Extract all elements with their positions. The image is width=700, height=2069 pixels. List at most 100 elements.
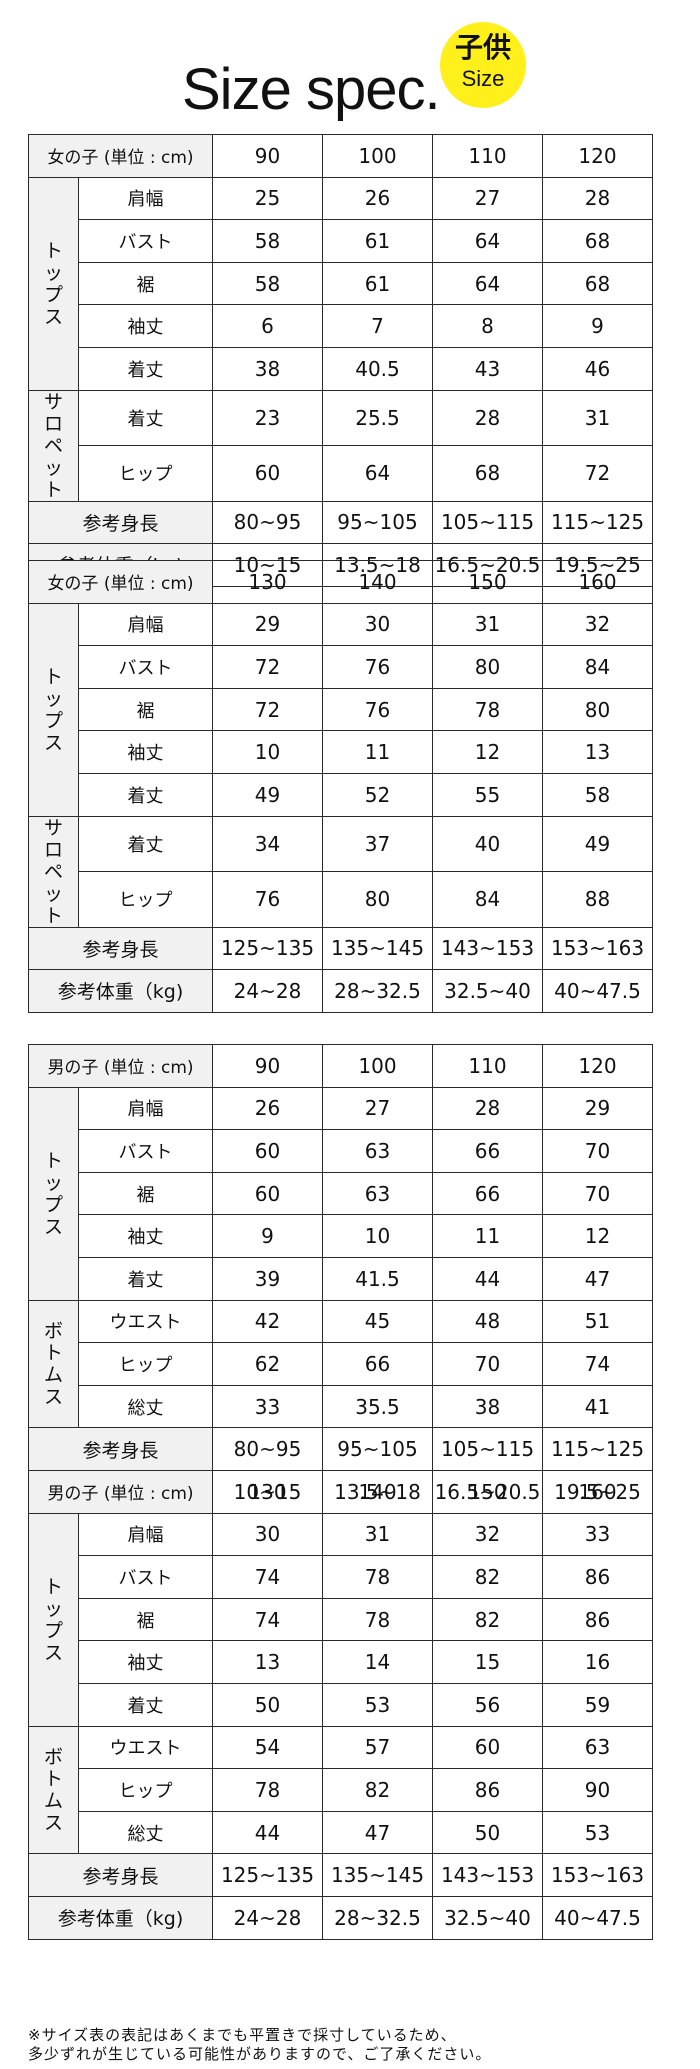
measure-value: 47 xyxy=(542,1256,653,1301)
measure-value: 30 xyxy=(322,602,433,647)
footnote: ※サイズ表の表記はあくまでも平置きで採寸しているため、 多少ずれが生じている可能… xyxy=(28,2026,678,2064)
measure-value: 28 xyxy=(432,1086,543,1131)
ref-height-label: 参考身長 xyxy=(28,1853,213,1897)
size-column-header: 160 xyxy=(542,1470,653,1514)
measure-value: 31 xyxy=(542,389,653,447)
measure-label: 裾 xyxy=(78,687,213,732)
measure-value: 76 xyxy=(322,645,433,689)
measure-value: 58 xyxy=(542,772,653,817)
measure-value: 41.5 xyxy=(322,1256,433,1301)
table-row: バスト 74 78 82 86 xyxy=(29,1555,653,1599)
measure-value: 26 xyxy=(212,1086,323,1131)
measure-value: 72 xyxy=(212,687,323,732)
measure-value: 14 xyxy=(322,1640,433,1684)
measure-value: 15 xyxy=(432,1640,543,1684)
measure-value: 31 xyxy=(432,602,543,647)
ref-weight-label: 参考体重（kg) xyxy=(28,969,213,1013)
measure-value: 76 xyxy=(212,871,323,928)
group-label-text: サロペット xyxy=(43,390,63,501)
ref-height-value: 143~153 xyxy=(432,926,543,971)
measure-value: 84 xyxy=(542,645,653,689)
measure-label: ウエスト xyxy=(78,1725,213,1770)
measure-label: 裾 xyxy=(78,1171,213,1216)
ref-height-value: 80~95 xyxy=(212,1427,323,1471)
measure-value: 7 xyxy=(322,304,433,348)
size-column-header: 140 xyxy=(322,560,433,604)
table-row: トップス 肩幅 25 26 27 28 xyxy=(28,176,653,391)
table-row: 総丈 33 35.5 38 41 xyxy=(29,1384,653,1429)
measure-value: 70 xyxy=(542,1171,653,1216)
measure-value: 29 xyxy=(212,602,323,647)
measure-value: 60 xyxy=(432,1725,543,1770)
measure-value: 6 xyxy=(212,304,323,348)
size-table-2: 女の子 (単位 : cm) 130 140 150 160 トップス 肩幅 29 30 31 32 バ… xyxy=(28,560,653,1013)
measure-value: 78 xyxy=(322,1555,433,1599)
measure-value: 37 xyxy=(322,815,433,873)
table-row: 裾 58 61 64 68 xyxy=(29,261,653,306)
measure-value: 10 xyxy=(212,730,323,774)
measure-value: 47 xyxy=(322,1810,433,1855)
ref-height-value: 125~135 xyxy=(212,926,323,971)
group-label-text: トップス xyxy=(43,665,63,754)
measure-value: 68 xyxy=(432,445,543,502)
measure-value: 35.5 xyxy=(322,1384,433,1429)
measure-value: 54 xyxy=(212,1725,323,1770)
measure-value: 49 xyxy=(542,815,653,873)
measure-value: 88 xyxy=(542,871,653,928)
measure-value: 61 xyxy=(322,219,433,263)
ref-height-row: 参考身長 80~95 95~105 105~115 115~125 xyxy=(28,500,653,545)
measure-value: 80 xyxy=(432,645,543,689)
table-row: 袖丈 10 11 12 13 xyxy=(29,730,653,774)
group-label-text: ボトムス xyxy=(43,1745,63,1834)
measure-label: 袖丈 xyxy=(78,1214,213,1258)
size-column-header: 150 xyxy=(432,1470,543,1514)
measure-label: ヒップ xyxy=(78,1342,213,1386)
group-label-bottoms: ボトムス xyxy=(28,1299,79,1429)
measure-value: 32 xyxy=(432,1512,543,1557)
measure-label: バスト xyxy=(78,1129,213,1173)
measure-value: 9 xyxy=(212,1214,323,1258)
measure-value: 42 xyxy=(212,1299,323,1344)
ref-height-label: 参考身長 xyxy=(28,500,213,545)
measure-label: 着丈 xyxy=(78,1682,213,1727)
ref-weight-value: 24~28 xyxy=(212,1895,323,1940)
measure-value: 78 xyxy=(432,687,543,732)
measure-label: 着丈 xyxy=(78,1256,213,1301)
measure-label: ウエスト xyxy=(78,1299,213,1344)
measure-value: 49 xyxy=(212,772,323,817)
size-column-header: 100 xyxy=(322,134,433,178)
group-label-tops: トップス xyxy=(28,1086,79,1301)
measure-value: 40.5 xyxy=(322,346,433,391)
measure-value: 51 xyxy=(542,1299,653,1344)
ref-weight-row: 参考体重（kg) 24~28 28~32.5 32.5~40 40~47.5 xyxy=(28,1895,653,1940)
table-row: サロペット 着丈 34 37 40 49 xyxy=(28,815,653,928)
ref-height-value: 95~105 xyxy=(322,1427,433,1471)
measure-value: 38 xyxy=(432,1384,543,1429)
table-row: 裾 74 78 82 86 xyxy=(29,1597,653,1642)
measure-value: 58 xyxy=(212,261,323,306)
ref-weight-row: 参考体重（kg) 24~28 28~32.5 32.5~40 40~47.5 xyxy=(28,969,653,1013)
table-header-row: 男の子 (単位 : cm) 130 140 150 160 xyxy=(28,1470,653,1514)
measure-label: 総丈 xyxy=(78,1384,213,1429)
size-column-header: 140 xyxy=(322,1470,433,1514)
unit-header-label: 男の子 (単位 : cm) xyxy=(28,1470,213,1514)
measure-value: 30 xyxy=(212,1512,323,1557)
measure-value: 70 xyxy=(542,1129,653,1173)
table-row: トップス 肩幅 29 30 31 32 xyxy=(28,602,653,817)
group-label-text: トップス xyxy=(43,1149,63,1238)
measure-value: 60 xyxy=(212,1171,323,1216)
table-row: 袖丈 13 14 15 16 xyxy=(29,1640,653,1684)
measure-value: 28 xyxy=(542,176,653,221)
measure-value: 9 xyxy=(542,304,653,348)
table-row: 裾 60 63 66 70 xyxy=(29,1171,653,1216)
group-label-bottoms: ボトムス xyxy=(28,1725,79,1855)
measure-value: 53 xyxy=(542,1810,653,1855)
measure-value: 27 xyxy=(432,176,543,221)
measure-label: バスト xyxy=(78,1555,213,1599)
ref-height-value: 115~125 xyxy=(542,1427,653,1471)
measure-value: 63 xyxy=(542,1725,653,1770)
measure-value: 72 xyxy=(212,645,323,689)
measure-value: 16 xyxy=(542,1640,653,1684)
table-row: ボトムス ウエスト 42 45 48 51 xyxy=(28,1299,653,1429)
ref-weight-value: 32.5~40 xyxy=(432,1895,543,1940)
